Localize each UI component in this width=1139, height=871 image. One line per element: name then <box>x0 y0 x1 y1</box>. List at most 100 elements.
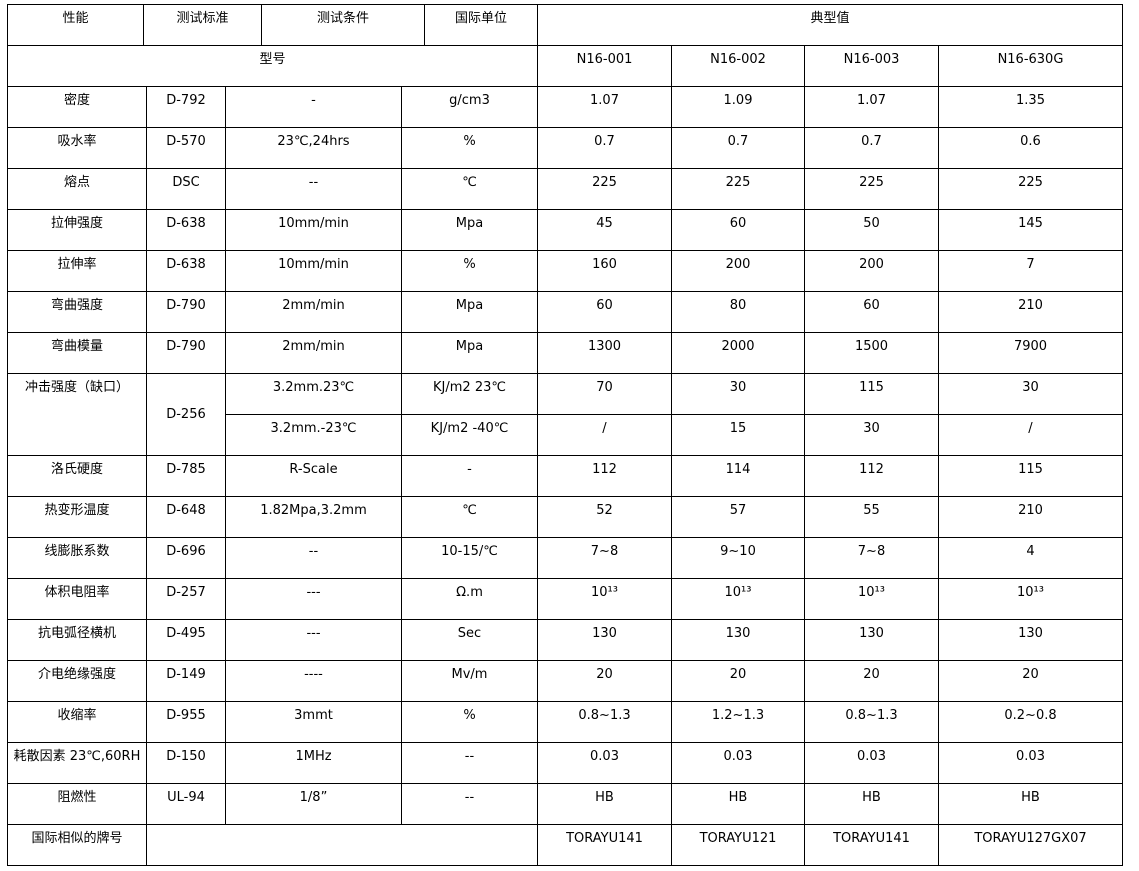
cell: 225 <box>938 168 1123 210</box>
cell: 70 <box>537 373 672 415</box>
cell: 23℃,24hrs <box>225 127 402 169</box>
cell: 1.07 <box>804 86 939 128</box>
cell: 阻燃性 <box>7 783 147 825</box>
cell: 20 <box>537 660 672 702</box>
cell: 1.2~1.3 <box>671 701 805 743</box>
cell: HB <box>804 783 939 825</box>
cell: 典型值 <box>537 4 1123 46</box>
cell: 1MHz <box>225 742 402 784</box>
cell: 2mm/min <box>225 291 402 333</box>
cell: 国际单位 <box>424 4 538 46</box>
cell: 0.7 <box>804 127 939 169</box>
cell: 0.03 <box>537 742 672 784</box>
cell: 密度 <box>7 86 147 128</box>
cell: TORAYU127GX07 <box>938 824 1123 866</box>
cell: ℃ <box>401 496 538 538</box>
cell: 0.8~1.3 <box>804 701 939 743</box>
cell: 介电绝缘强度 <box>7 660 147 702</box>
cell: HB <box>537 783 672 825</box>
cell: / <box>938 414 1123 456</box>
cell: 30 <box>938 373 1123 415</box>
cell: 收缩率 <box>7 701 147 743</box>
cell: -- <box>225 168 402 210</box>
cell: 7900 <box>938 332 1123 374</box>
cell: D-256 <box>146 373 226 456</box>
cell: 112 <box>804 455 939 497</box>
cell: N16-003 <box>804 45 939 87</box>
cell: ---- <box>225 660 402 702</box>
cell: 测试条件 <box>261 4 425 46</box>
cell: 1/8” <box>225 783 402 825</box>
cell: 15 <box>671 414 805 456</box>
cell: UL-94 <box>146 783 226 825</box>
cell: 30 <box>804 414 939 456</box>
cell: -- <box>401 783 538 825</box>
cell: 1.07 <box>537 86 672 128</box>
cell: g/cm3 <box>401 86 538 128</box>
cell: 抗电弧径横机 <box>7 619 147 661</box>
cell: 吸水率 <box>7 127 147 169</box>
cell: 130 <box>938 619 1123 661</box>
cell: - <box>225 86 402 128</box>
cell: D-570 <box>146 127 226 169</box>
cell: 3.2mm.-23℃ <box>225 414 402 456</box>
cell: 160 <box>537 250 672 292</box>
cell: 1500 <box>804 332 939 374</box>
cell: - <box>401 455 538 497</box>
cell: 10¹³ <box>537 578 672 620</box>
cell: 1300 <box>537 332 672 374</box>
cell: 7 <box>938 250 1123 292</box>
cell: 拉伸强度 <box>7 209 147 251</box>
cell: 4 <box>938 537 1123 579</box>
cell: D-792 <box>146 86 226 128</box>
cell: 2000 <box>671 332 805 374</box>
cell: 145 <box>938 209 1123 251</box>
cell: 熔点 <box>7 168 147 210</box>
cell: N16-630G <box>938 45 1123 87</box>
cell: -- <box>401 742 538 784</box>
cell: 1.82Mpa,3.2mm <box>225 496 402 538</box>
cell: D-257 <box>146 578 226 620</box>
cell: 3mmt <box>225 701 402 743</box>
cell: D-648 <box>146 496 226 538</box>
cell: 性能 <box>7 4 144 46</box>
cell: 2mm/min <box>225 332 402 374</box>
cell: D-149 <box>146 660 226 702</box>
cell: 7~8 <box>804 537 939 579</box>
cell: 225 <box>537 168 672 210</box>
cell: 1.09 <box>671 86 805 128</box>
cell: TORAYU121 <box>671 824 805 866</box>
cell: KJ/m2 -40℃ <box>401 414 538 456</box>
cell: --- <box>225 578 402 620</box>
cell: 0.03 <box>804 742 939 784</box>
cell: 线膨胀系数 <box>7 537 147 579</box>
cell: D-785 <box>146 455 226 497</box>
cell: 80 <box>671 291 805 333</box>
cell: 0.7 <box>537 127 672 169</box>
cell: 0.2~0.8 <box>938 701 1123 743</box>
cell: 60 <box>537 291 672 333</box>
cell: 210 <box>938 291 1123 333</box>
cell: Mpa <box>401 209 538 251</box>
cell: --- <box>225 619 402 661</box>
cell: D-638 <box>146 250 226 292</box>
cell: Mpa <box>401 332 538 374</box>
cell: 60 <box>804 291 939 333</box>
cell: 20 <box>671 660 805 702</box>
cell <box>146 824 538 866</box>
cell: 10mm/min <box>225 250 402 292</box>
cell: 拉伸率 <box>7 250 147 292</box>
cell: 0.7 <box>671 127 805 169</box>
cell: 体积电阻率 <box>7 578 147 620</box>
cell: 型号 <box>7 45 538 87</box>
cell: 130 <box>671 619 805 661</box>
cell: -- <box>225 537 402 579</box>
cell: ℃ <box>401 168 538 210</box>
cell: 50 <box>804 209 939 251</box>
cell: 112 <box>537 455 672 497</box>
cell: 10¹³ <box>804 578 939 620</box>
cell: 0.6 <box>938 127 1123 169</box>
cell: 200 <box>804 250 939 292</box>
cell: TORAYU141 <box>804 824 939 866</box>
